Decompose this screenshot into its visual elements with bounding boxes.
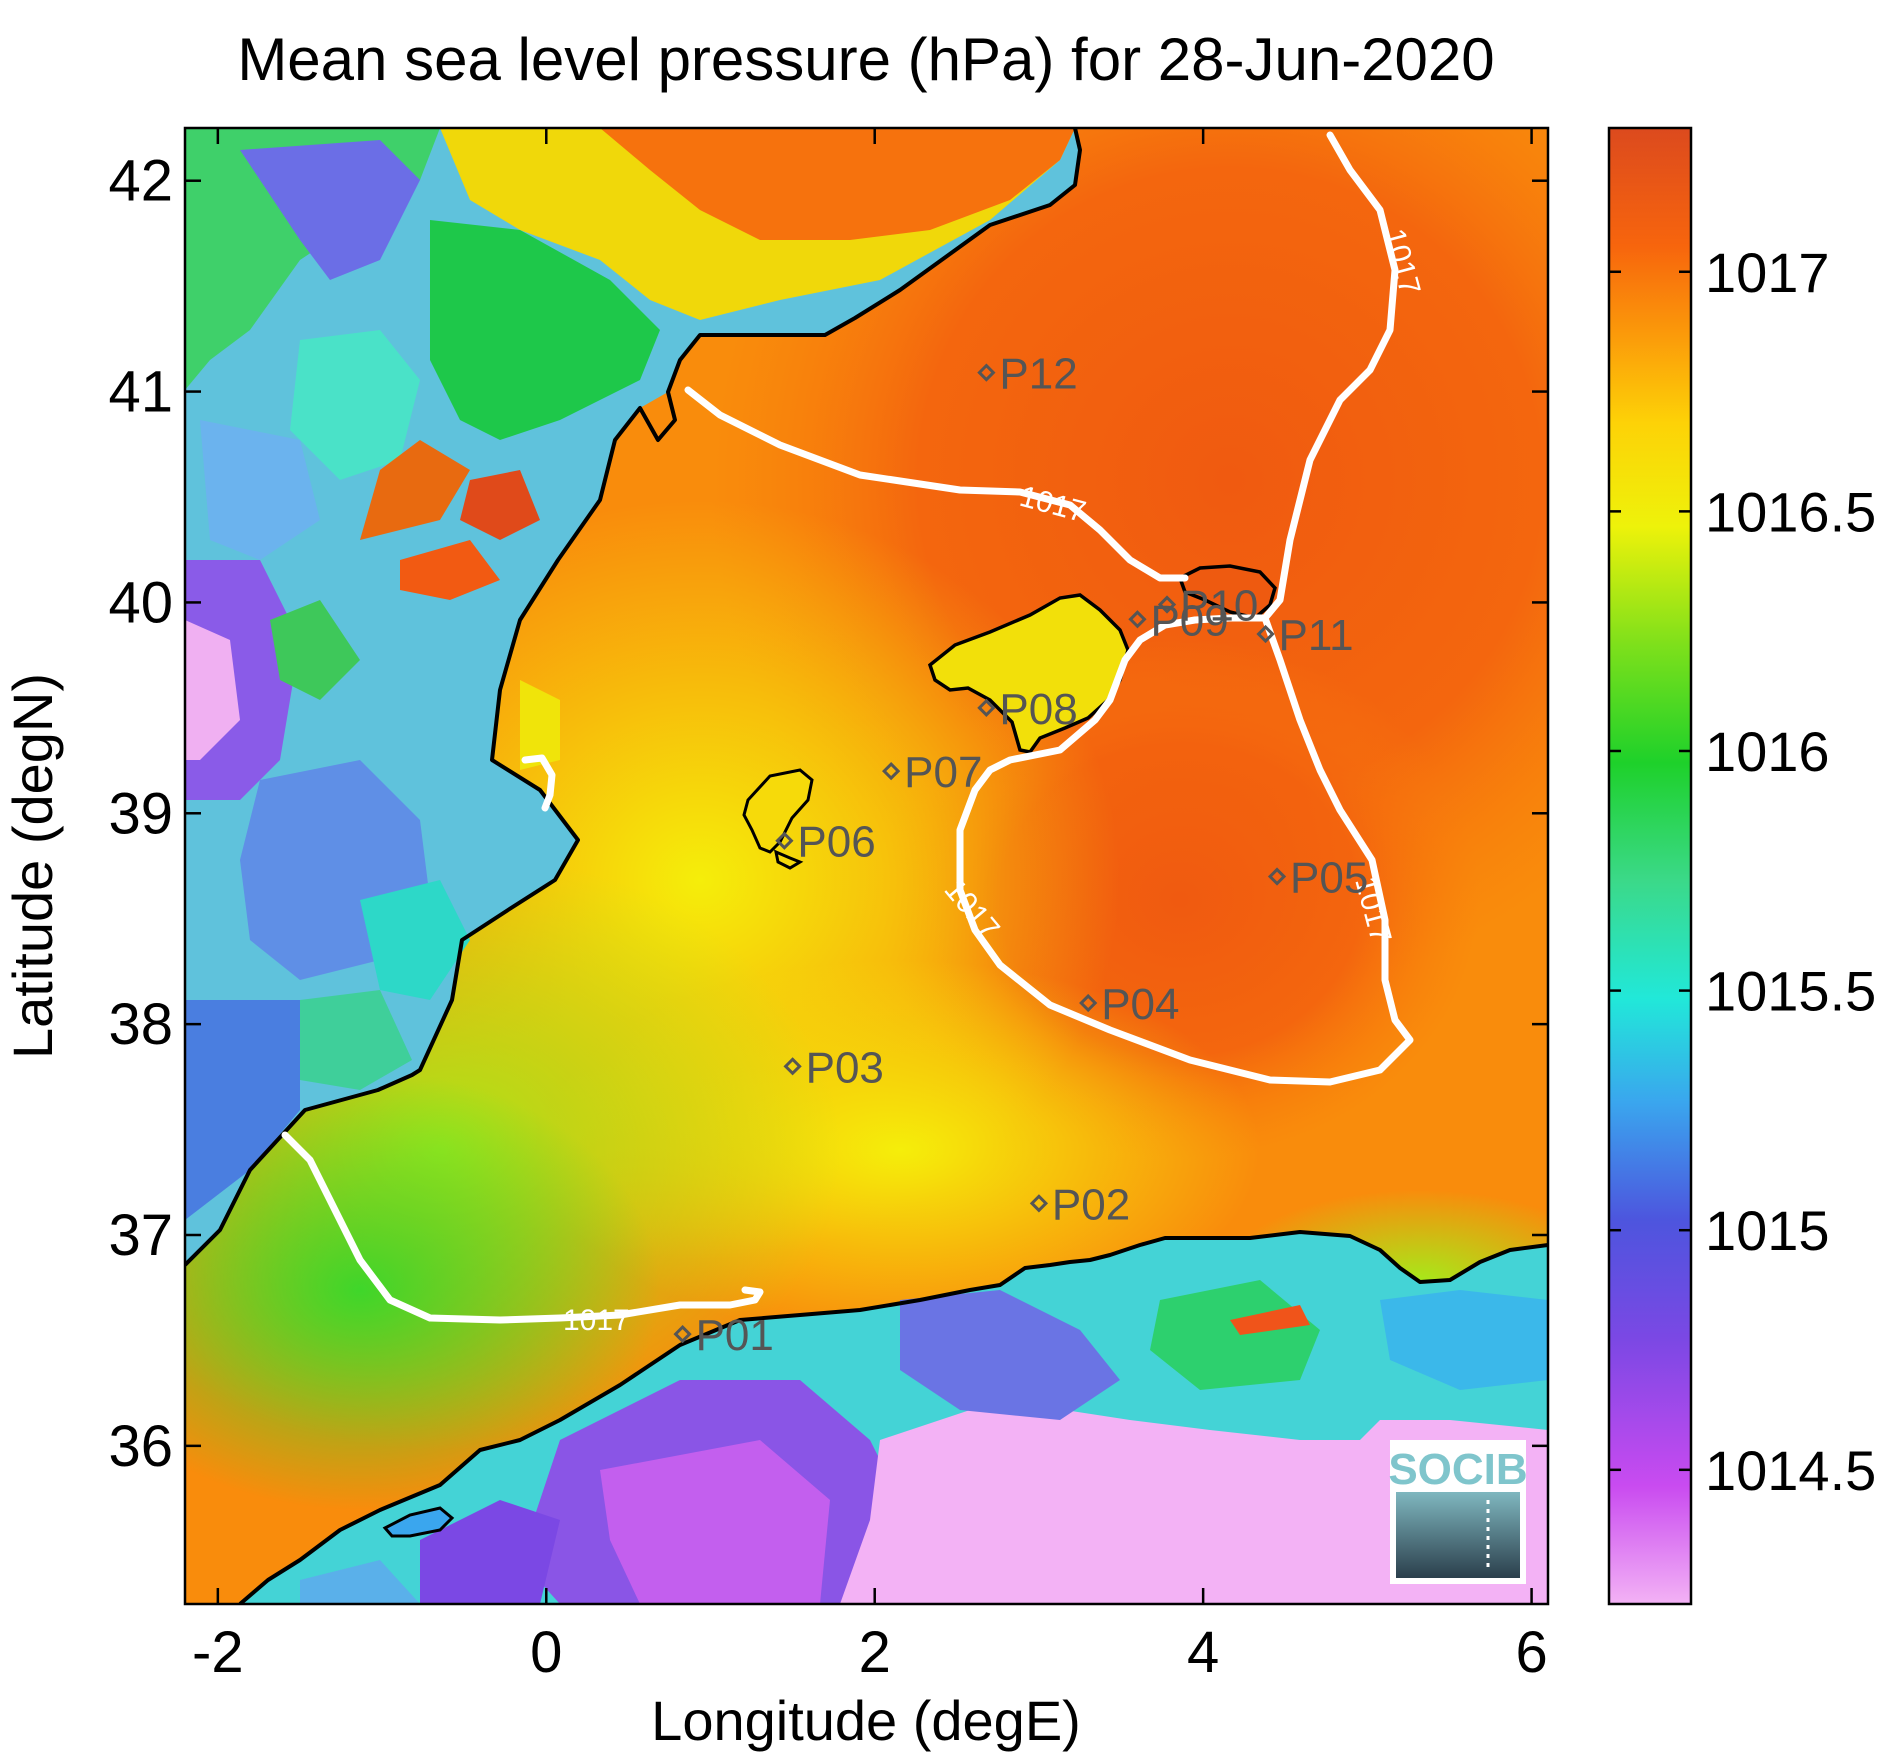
station-p03: P03 — [783, 1043, 884, 1092]
colorbar-gradient — [1607, 126, 1693, 1606]
ibiza-island — [742, 768, 814, 854]
station-marker-icon — [1157, 595, 1177, 614]
station-p02: P02 — [1029, 1180, 1130, 1229]
station-marker-icon — [775, 831, 794, 850]
station-marker-icon — [977, 363, 996, 382]
y-tick-label: 39 — [108, 781, 173, 846]
station-label: P07 — [904, 748, 982, 797]
formentera-island — [773, 849, 804, 870]
station-marker-icon — [1267, 867, 1287, 886]
y-axis-ticks: 36 37 38 39 40 41 42 — [108, 149, 1548, 1479]
station-label: P01 — [696, 1311, 774, 1360]
chart-title: Mean sea level pressure (hPa) for 28-Jun… — [237, 26, 1494, 93]
station-p06: P06 — [775, 818, 876, 867]
station-label: P09 — [1150, 596, 1228, 645]
africa-coastline — [238, 1230, 1548, 1604]
green-zone — [185, 1070, 660, 1510]
station-p05: P05 — [1267, 854, 1368, 903]
contour-1017-sw — [281, 1131, 764, 1324]
station-marker-icon — [977, 698, 996, 717]
station-label: P02 — [1052, 1180, 1130, 1229]
station-marker-icon — [1128, 610, 1147, 629]
station-p07: P07 — [882, 748, 982, 797]
x-tick-label: 6 — [1515, 1620, 1547, 1685]
contour-1017-small — [521, 754, 556, 812]
colorbar-tick-label: 1015.5 — [1705, 960, 1876, 1023]
station-p10: P10 — [1157, 582, 1258, 631]
contour-1017-south — [956, 614, 1414, 1086]
alboran-island — [382, 1506, 455, 1538]
station-label: P05 — [1290, 854, 1368, 903]
station-p09: P09 — [1128, 596, 1229, 645]
colorbar-ticks: 1014.5 1015 1015.5 1016 1016.5 1017 — [1609, 241, 1876, 1502]
colorbar-tick-label: 1017 — [1705, 241, 1830, 304]
y-tick-label: 42 — [108, 149, 173, 214]
africa-terrain — [300, 1280, 1548, 1604]
station-p11: P11 — [1256, 611, 1354, 660]
station-label: P03 — [806, 1043, 884, 1092]
plot-frame — [183, 126, 1550, 1606]
x-axis-ticks: -2 0 2 4 6 — [192, 128, 1548, 1685]
map-field: 1017 1017 1017 1017 1017 P01P02P03P04P05… — [185, 128, 1548, 1604]
y-tick-label: 37 — [108, 1203, 173, 1268]
iberia-coastline — [185, 128, 1082, 1267]
station-p12: P12 — [977, 350, 1078, 399]
contour-label-sw: 1017 — [563, 1304, 630, 1337]
colorbar-tick-label: 1016.5 — [1705, 480, 1876, 543]
station-label: P04 — [1101, 980, 1179, 1029]
mallorca-island — [927, 593, 1130, 754]
y-tick-label: 38 — [108, 992, 173, 1057]
logo-text: SOCIB — [1388, 1445, 1527, 1494]
station-label: P12 — [999, 350, 1077, 399]
station-marker-icon — [1079, 993, 1098, 1013]
menorca-island — [1177, 564, 1277, 620]
x-tick-label: 0 — [530, 1620, 562, 1685]
colorbar-tick-label: 1016 — [1705, 720, 1830, 783]
contour-1017 — [281, 131, 1414, 1324]
logo-gradient — [1396, 1492, 1520, 1578]
station-label: P08 — [999, 685, 1077, 734]
station-p01: P01 — [673, 1311, 774, 1360]
contour-1017-north — [684, 131, 1399, 622]
colorbar: 1014.5 1015 1015.5 1016 1016.5 1017 — [1607, 126, 1876, 1606]
station-p08: P08 — [977, 685, 1078, 734]
station-label: P10 — [1180, 582, 1258, 631]
x-tick-label: 4 — [1187, 1620, 1219, 1685]
y-tick-label: 41 — [108, 360, 173, 425]
socib-logo: SOCIB — [1388, 1440, 1528, 1584]
colorbar-tick-label: 1015 — [1705, 1199, 1830, 1262]
y-tick-label: 40 — [108, 570, 173, 635]
station-marker-icon — [783, 1057, 802, 1076]
y-tick-label: 36 — [108, 1414, 173, 1479]
x-axis-label: Longitude (degE) — [651, 1689, 1081, 1752]
colorbar-tick-label: 1014.5 — [1705, 1439, 1876, 1502]
station-marker-icon — [1256, 624, 1275, 644]
station-marker-icon — [673, 1324, 692, 1344]
station-p04: P04 — [1079, 980, 1179, 1029]
station-label: P06 — [797, 818, 875, 867]
x-tick-label: -2 — [192, 1620, 244, 1685]
station-marker-icon — [882, 761, 901, 781]
y-axis-label: Latitude (degN) — [1, 673, 64, 1059]
iberia-terrain — [185, 128, 1075, 1220]
x-tick-label: 2 — [859, 1620, 891, 1685]
station-marker-icon — [1029, 1194, 1049, 1213]
station-label: P11 — [1279, 611, 1354, 660]
